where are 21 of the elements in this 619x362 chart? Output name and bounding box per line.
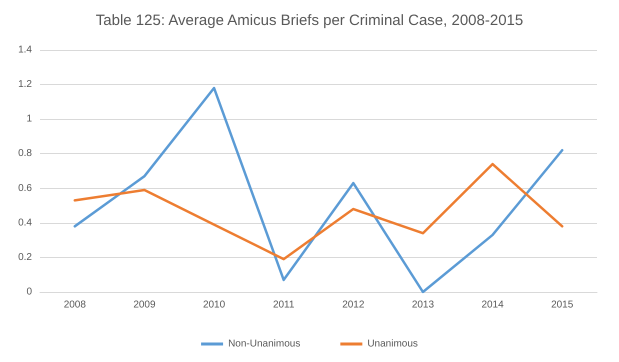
x-tick-label: 2012 [342, 300, 365, 310]
y-tick-label: 0.8 [18, 148, 32, 160]
x-tick-label: 2013 [412, 300, 434, 310]
y-tick-label: 0.6 [18, 182, 32, 194]
y-tick-label: 1.2 [18, 79, 32, 90]
chart-title: Table 125: Average Amicus Briefs per Criminal Case, 2008-2015 [96, 12, 524, 29]
line-series [74, 86, 564, 294]
x-tick-label: 2010 [202, 300, 226, 310]
x-tick-label: 2009 [133, 300, 156, 310]
y-tick-label: 1 [26, 114, 32, 125]
y-tick-label: 0.2 [18, 252, 32, 263]
x-tick-label: 2015 [551, 300, 574, 310]
x-tick-label: 2014 [481, 300, 504, 310]
x-tick-label: 2011 [272, 300, 295, 310]
line-series [74, 162, 564, 260]
y-tick-label: 0.4 [18, 217, 32, 228]
y-tick-label: 1.4 [18, 44, 32, 56]
legend-label: Non-Unanimous [228, 338, 300, 350]
y-tick-label: 0 [26, 286, 32, 298]
legend-label: Unanimous [367, 338, 418, 350]
x-tick-label: 2008 [64, 300, 86, 310]
